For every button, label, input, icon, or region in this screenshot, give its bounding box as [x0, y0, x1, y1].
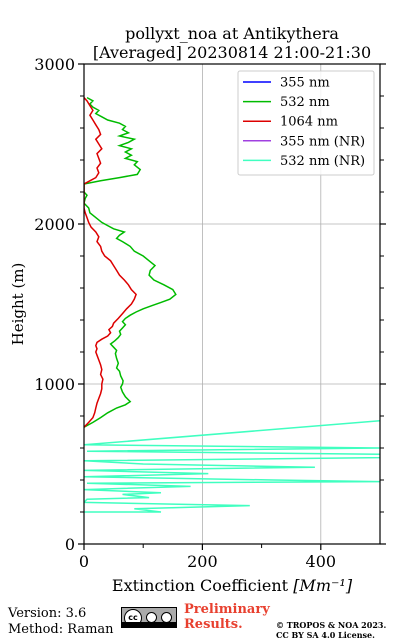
series-line-2 — [84, 97, 137, 428]
license-line-1: © TROPOS & NOA 2023. — [276, 620, 387, 630]
legend-label-3: 355 nm (NR) — [280, 134, 365, 149]
preliminary-line-2: Results. — [184, 617, 243, 632]
preliminary-results-note: Preliminary Results. — [184, 602, 270, 632]
legend-label-1: 532 nm — [280, 95, 330, 110]
y-tick-label: 0 — [65, 535, 75, 554]
x-tick-label: 200 — [187, 552, 218, 571]
series-line-4 — [84, 420, 380, 513]
chart-title-line-1: pollyxt_noa at Antikythera — [125, 24, 339, 43]
license-note: © TROPOS & NOA 2023. CC BY SA 4.0 Licens… — [276, 620, 386, 640]
y-tick-label: 3000 — [34, 55, 75, 74]
x-tick-label: 400 — [306, 552, 337, 571]
x-axis-label-text: Extinction Coefficient — [111, 576, 289, 595]
x-axis-unit: [Mm⁻¹] — [293, 576, 353, 595]
y-tick-label: 2000 — [34, 215, 75, 234]
legend-label-4: 532 nm (NR) — [280, 154, 365, 169]
version-text: Version: 3.6 — [8, 606, 87, 621]
x-axis-label: Extinction Coefficient [Mm⁻¹] — [84, 576, 380, 595]
series-line-1 — [84, 96, 177, 428]
plot-frame — [83, 63, 381, 545]
cc-badge-strip — [122, 622, 176, 627]
cc-license-icon: cc — [121, 607, 177, 628]
y-tick-label: 1000 — [34, 375, 75, 394]
legend-label-2: 1064 nm — [280, 115, 338, 130]
license-line-2: CC BY SA 4.0 License. — [276, 630, 375, 640]
legend-label-0: 355 nm — [280, 76, 330, 91]
method-text: Method: Raman — [8, 622, 114, 637]
preliminary-line-1: Preliminary — [184, 602, 270, 617]
y-axis-label: Height (m) — [9, 262, 27, 346]
chart-title-line-2: [Averaged] 20230814 21:00-21:30 — [92, 43, 372, 62]
x-tick-label: 0 — [79, 552, 89, 571]
legend-box — [237, 70, 375, 176]
